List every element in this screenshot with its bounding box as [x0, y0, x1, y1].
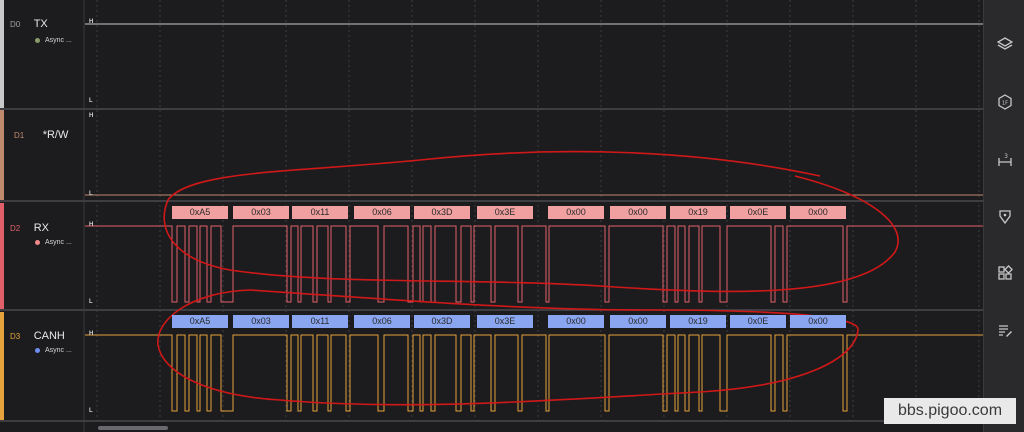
timing-marker-icon[interactable]: 3 [996, 151, 1013, 168]
channel-d0-analyzer[interactable]: Async ... [35, 37, 72, 44]
svg-text:1F: 1F [1001, 100, 1007, 106]
channel-d0-header[interactable]: D0 TX [10, 14, 48, 32]
channel-d2-header[interactable]: D2 RX [10, 218, 49, 236]
canh-decoded-byte[interactable]: 0x11 [292, 315, 348, 328]
layers-icon[interactable] [996, 35, 1013, 52]
annotation-canh-outline [157, 289, 859, 406]
trace-d2-rx [85, 225, 983, 303]
channel-d3-id: D3 [10, 332, 21, 341]
channel-color-bar [0, 0, 4, 108]
canh-decoded-byte[interactable]: 0x19 [670, 315, 726, 328]
canh-decoded-byte[interactable]: 0x3E [477, 315, 533, 328]
channel-d1-name: *R/W [42, 129, 69, 141]
horizontal-scrollbar [98, 426, 168, 430]
rx-decoded-byte[interactable]: 0x00 [790, 206, 846, 219]
analyzer-dot-d2 [35, 240, 40, 245]
rx-decoded-byte[interactable]: 0x11 [292, 206, 348, 219]
waveform-canvas[interactable] [0, 0, 983, 432]
channel-color-bar [0, 110, 4, 200]
channel-d2-analyzer[interactable]: Async ... [35, 239, 72, 246]
channel-d0-id: D0 [10, 20, 21, 29]
annotation-rx-outline [163, 150, 899, 293]
channel-d3-header[interactable]: D3 CANH [10, 326, 65, 344]
channel-color-bar [0, 312, 4, 420]
rx-decoded-byte[interactable]: 0x00 [610, 206, 666, 219]
channel-row-bg [0, 110, 983, 200]
channel-color-bar [0, 203, 4, 309]
canh-decoded-byte[interactable]: 0xA5 [172, 315, 228, 328]
canh-decoded-byte[interactable]: 0x00 [790, 315, 846, 328]
channel-d1-id: D1 [14, 131, 25, 140]
analyzer-label-d0: Async ... [45, 37, 72, 44]
hex-badge-icon[interactable]: 1F [996, 93, 1013, 110]
rx-decoded-byte[interactable]: 0x3D [414, 206, 470, 219]
canh-decoded-byte[interactable]: 0x03 [233, 315, 289, 328]
rx-decoded-byte[interactable]: 0x00 [548, 206, 604, 219]
rx-decoded-byte[interactable]: 0x3E [477, 206, 533, 219]
level-low-d3: L [89, 408, 93, 414]
rx-decoded-byte[interactable]: 0x06 [354, 206, 410, 219]
rx-decoded-byte[interactable]: 0x03 [233, 206, 289, 219]
right-sidebar: 1F 3 [983, 0, 1024, 432]
analyzer-label-d3: Async ... [45, 347, 72, 354]
level-high-d0: H [89, 19, 94, 25]
level-high-d2: H [89, 222, 94, 228]
watermark: bbs.pigoo.com [884, 398, 1016, 424]
notes-icon[interactable] [996, 322, 1013, 339]
level-low-d2: L [89, 299, 93, 305]
canh-decoded-byte[interactable]: 0x06 [354, 315, 410, 328]
canh-decoded-byte[interactable]: 0x0E [730, 315, 786, 328]
filter-icon[interactable] [996, 208, 1013, 225]
channel-d2-name: RX [33, 222, 49, 234]
analyzer-dot-d3 [35, 348, 40, 353]
level-high-d3: H [89, 331, 94, 337]
rx-decoded-byte[interactable]: 0xA5 [172, 206, 228, 219]
channel-d0-name: TX [33, 18, 48, 30]
canh-decoded-byte[interactable]: 0x00 [610, 315, 666, 328]
level-low-d0: L [89, 98, 93, 104]
extensions-icon[interactable] [996, 264, 1013, 281]
svg-text:3: 3 [1004, 153, 1008, 160]
level-high-d1: H [89, 113, 94, 119]
channel-d2-id: D2 [10, 224, 21, 233]
trace-d3-canh [85, 334, 983, 412]
channel-d1-header[interactable]: D1 *R/W [14, 125, 68, 143]
level-low-d1: L [89, 191, 93, 197]
rx-decoded-byte[interactable]: 0x19 [670, 206, 726, 219]
canh-decoded-byte[interactable]: 0x00 [548, 315, 604, 328]
rx-decoded-byte[interactable]: 0x0E [730, 206, 786, 219]
channel-d3-analyzer[interactable]: Async ... [35, 347, 72, 354]
channel-d3-name: CANH [33, 330, 65, 342]
canh-decoded-byte[interactable]: 0x3D [414, 315, 470, 328]
channel-row-bg [0, 0, 983, 108]
analyzer-dot-d0 [35, 38, 40, 43]
analyzer-label-d2: Async ... [45, 239, 72, 246]
